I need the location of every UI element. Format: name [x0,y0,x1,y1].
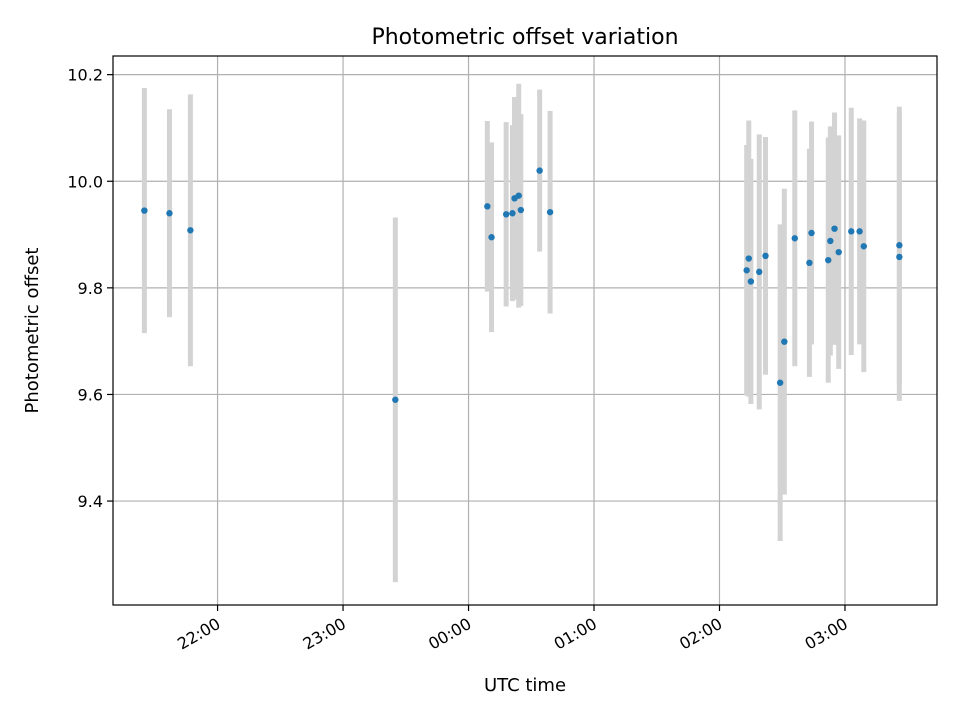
data-point [745,255,752,262]
data-point [831,225,838,232]
data-point [509,210,516,217]
data-point [517,206,525,214]
y-axis-title: Photometric offset [22,248,43,414]
data-point [546,208,554,216]
data-point [488,234,495,241]
data-point [536,167,543,174]
data-point [743,267,750,274]
data-point [781,338,788,345]
data-point [515,192,522,199]
data-point [808,229,815,237]
data-point [825,256,832,264]
data-point [860,243,868,250]
data-point [166,210,173,217]
data-point [896,253,903,261]
y-tick-label: 9.4 [78,492,103,511]
grid-lines [113,56,937,605]
y-tick-label: 10.2 [67,66,103,85]
y-tick-label: 9.8 [78,279,103,298]
x-axis-title: UTC time [484,675,566,696]
plot-frame [112,55,938,606]
y-tick-label: 9.6 [78,385,103,404]
chart-title: Photometric offset variation [371,25,678,50]
data-point [187,227,194,234]
y-tick-label: 10.0 [67,172,103,191]
data-point [835,248,842,256]
data-point [756,268,763,276]
data-point [484,203,491,210]
data-point [856,228,863,235]
y-axis-ticks: 9.4 9.6 9.8 10.0 10.2 [67,66,113,511]
data-point [791,235,798,242]
data-point [392,396,399,403]
data-point [776,379,784,386]
data-point [141,207,148,214]
data-points [141,167,903,403]
data-point [747,278,755,285]
data-point [762,252,769,260]
data-point [848,228,855,235]
data-point [502,211,510,218]
data-point [806,259,813,267]
data-point [896,242,903,249]
data-point [827,237,834,245]
